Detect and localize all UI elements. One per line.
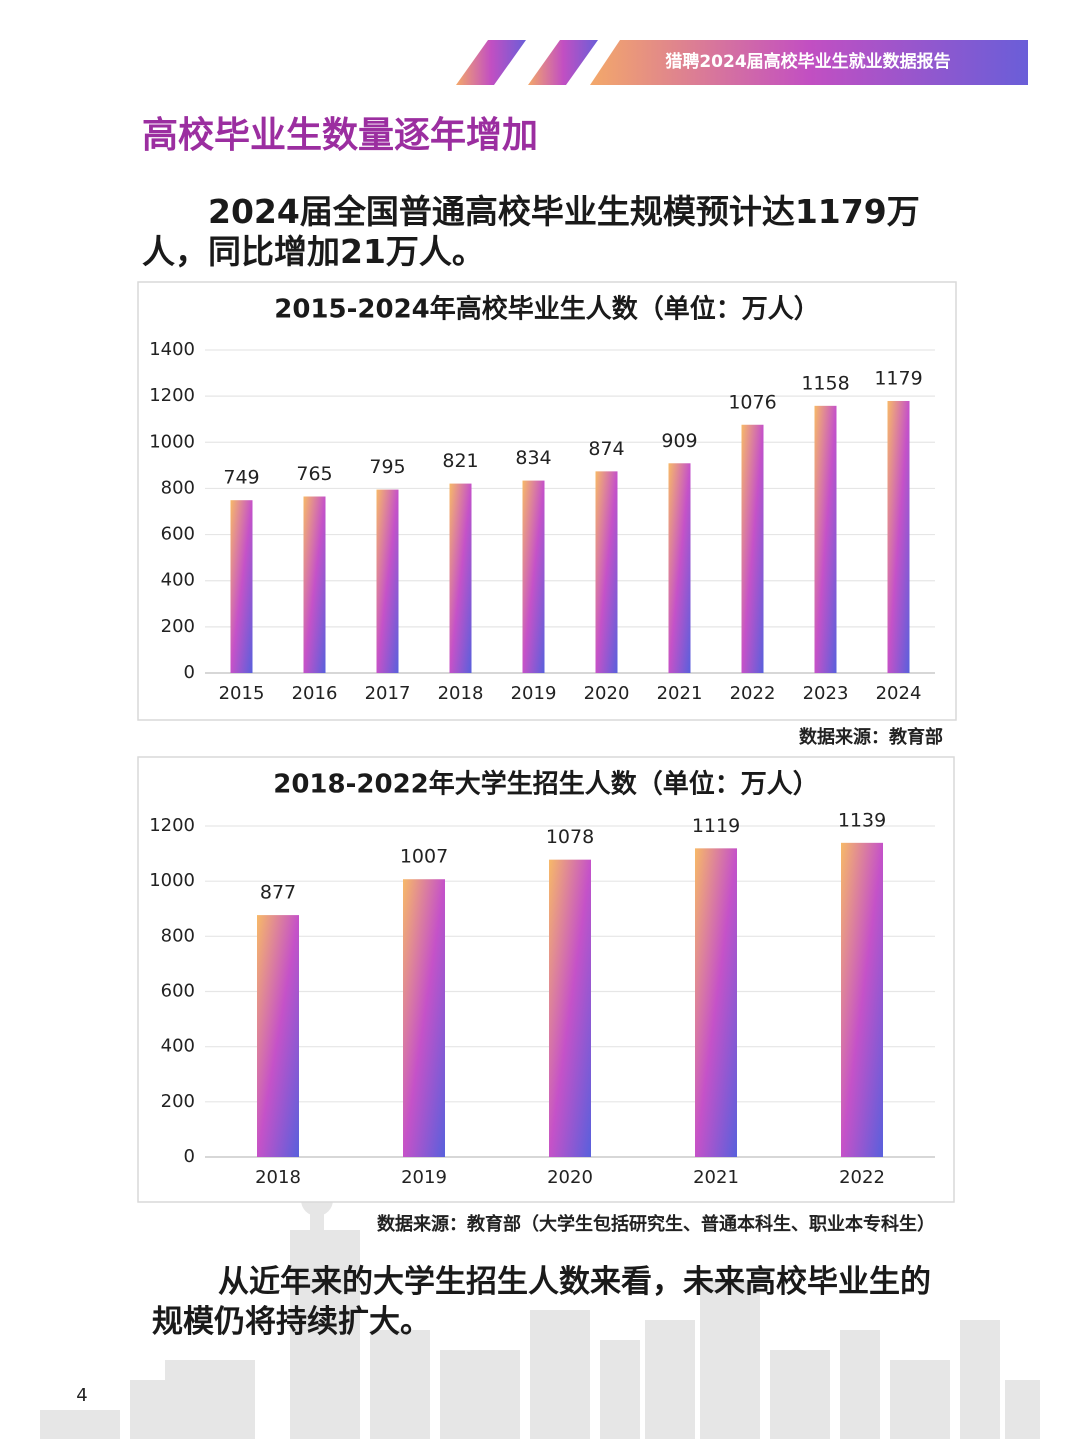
- report-title: 猎聘2024届高校毕业生就业数据报告: [665, 51, 950, 72]
- y-tick-label: 800: [161, 477, 195, 498]
- bar: [595, 471, 618, 673]
- x-tick-label: 2016: [292, 683, 338, 704]
- data-label: 749: [223, 467, 259, 489]
- y-tick-label: 400: [161, 570, 195, 591]
- y-tick-label: 1200: [149, 385, 195, 406]
- y-tick-label: 600: [161, 524, 195, 545]
- conclusion: 从近年来的大学生招生人数来看，未来高校毕业生的规模仍将持续扩大。: [152, 1264, 931, 1340]
- data-label: 1158: [801, 372, 849, 394]
- y-tick-label: 1000: [149, 870, 195, 891]
- header-bar: [590, 40, 1028, 85]
- data-label: 1139: [838, 809, 886, 831]
- page-number: 4: [76, 1385, 87, 1406]
- data-label: 1179: [874, 367, 922, 389]
- chart-title: 2015-2024年高校毕业生人数（单位：万人）: [274, 294, 820, 325]
- data-label: 877: [260, 882, 296, 904]
- y-tick-label: 0: [184, 1146, 195, 1167]
- bar: [887, 400, 910, 673]
- x-tick-label: 2021: [693, 1167, 739, 1188]
- y-tick-label: 1200: [149, 815, 195, 836]
- data-label: 874: [588, 438, 624, 460]
- bar: [230, 500, 253, 673]
- y-tick-label: 600: [161, 981, 195, 1002]
- data-label: 1078: [546, 826, 594, 848]
- data-label: 1119: [692, 815, 740, 837]
- heading: 高校毕业生数量逐年增加: [142, 115, 539, 156]
- x-tick-label: 2017: [365, 683, 411, 704]
- bar: [376, 489, 399, 673]
- bar: [841, 842, 883, 1157]
- bar: [668, 463, 691, 673]
- bar: [522, 480, 545, 673]
- y-tick-label: 1000: [149, 431, 195, 452]
- y-tick-label: 200: [161, 1091, 195, 1112]
- x-tick-label: 2020: [547, 1167, 593, 1188]
- header-stripe: [456, 40, 526, 85]
- y-tick-label: 1400: [149, 339, 195, 360]
- x-tick-label: 2024: [876, 683, 922, 704]
- y-tick-label: 200: [161, 616, 195, 637]
- bar: [549, 859, 591, 1157]
- bar: [257, 915, 299, 1157]
- data-label: 909: [661, 430, 697, 452]
- chart-source: 数据来源：教育部: [799, 726, 943, 748]
- x-tick-label: 2023: [803, 683, 849, 704]
- x-tick-label: 2018: [255, 1167, 301, 1188]
- x-tick-label: 2022: [839, 1167, 885, 1188]
- x-tick-label: 2015: [219, 683, 265, 704]
- x-tick-label: 2018: [438, 683, 484, 704]
- data-label: 765: [296, 463, 332, 485]
- y-tick-label: 400: [161, 1036, 195, 1057]
- x-tick-label: 2021: [657, 683, 703, 704]
- bar: [814, 405, 837, 673]
- data-label: 795: [369, 456, 405, 478]
- bar: [695, 848, 737, 1157]
- y-tick-label: 0: [184, 662, 195, 683]
- intro: 2024届全国普通高校毕业生规模预计达1179万人，同比增加21万人。: [142, 192, 920, 271]
- y-tick-label: 800: [161, 925, 195, 946]
- data-label: 834: [515, 447, 551, 469]
- chart-source: 数据来源：教育部（大学生包括研究生、普通本科生、职业本专科生）: [377, 1213, 935, 1235]
- bar: [449, 483, 472, 673]
- data-label: 821: [442, 450, 478, 472]
- bar: [303, 496, 326, 673]
- x-tick-label: 2019: [401, 1167, 447, 1188]
- x-tick-label: 2020: [584, 683, 630, 704]
- x-tick-label: 2022: [730, 683, 776, 704]
- bar: [741, 424, 764, 673]
- chart-title: 2018-2022年大学生招生人数（单位：万人）: [273, 769, 819, 800]
- header-stripe: [528, 40, 598, 85]
- bar: [403, 879, 445, 1157]
- x-tick-label: 2019: [511, 683, 557, 704]
- data-label: 1007: [400, 846, 448, 868]
- data-label: 1076: [728, 391, 776, 413]
